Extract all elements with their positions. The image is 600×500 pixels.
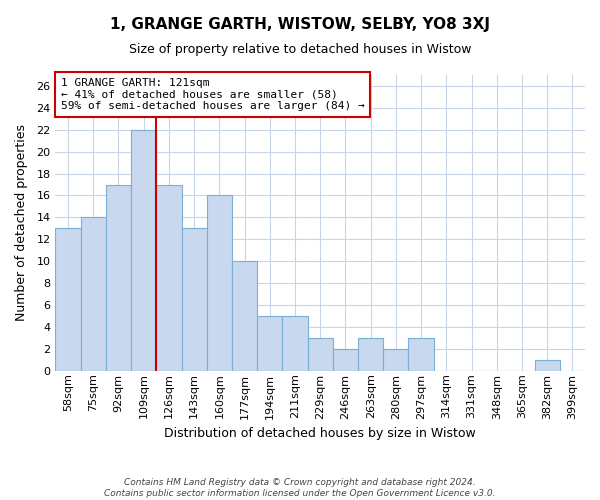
Bar [80,218,106,371]
Bar [535,360,560,371]
X-axis label: Distribution of detached houses by size in Wistow: Distribution of detached houses by size … [164,427,476,440]
Text: Size of property relative to detached houses in Wistow: Size of property relative to detached ho… [129,42,471,56]
Bar [409,338,434,371]
Bar [333,349,358,371]
Bar [106,184,131,371]
Bar [182,228,207,371]
Bar [55,228,80,371]
Bar [131,130,157,371]
Text: 1, GRANGE GARTH, WISTOW, SELBY, YO8 3XJ: 1, GRANGE GARTH, WISTOW, SELBY, YO8 3XJ [110,18,490,32]
Y-axis label: Number of detached properties: Number of detached properties [15,124,28,322]
Bar [308,338,333,371]
Text: Contains HM Land Registry data © Crown copyright and database right 2024.
Contai: Contains HM Land Registry data © Crown c… [104,478,496,498]
Text: 1 GRANGE GARTH: 121sqm
← 41% of detached houses are smaller (58)
59% of semi-det: 1 GRANGE GARTH: 121sqm ← 41% of detached… [61,78,364,111]
Bar [283,316,308,371]
Bar [157,184,182,371]
Bar [257,316,283,371]
Bar [232,261,257,371]
Bar [207,196,232,371]
Bar [383,349,409,371]
Bar [358,338,383,371]
